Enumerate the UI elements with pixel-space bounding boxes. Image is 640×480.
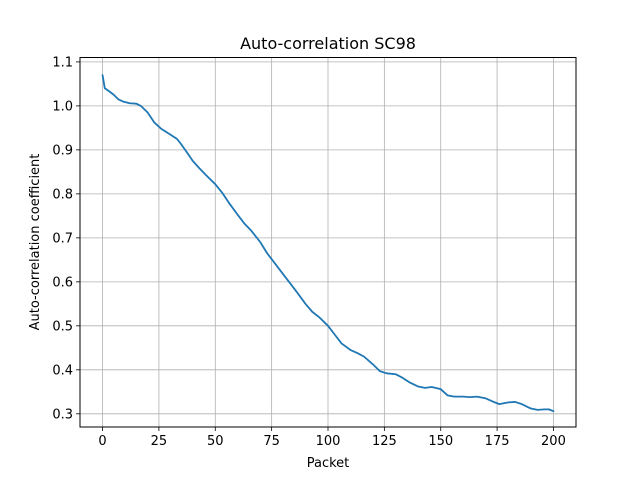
y-tick-label: 0.8 [52, 187, 73, 202]
series-layer [101, 74, 555, 413]
x-tick-label: 100 [316, 434, 341, 449]
y-tick-label: 1.0 [52, 99, 73, 114]
x-tick-label: 25 [151, 434, 168, 449]
series-line [101, 74, 555, 413]
y-tick-label: 0.6 [52, 275, 73, 290]
y-tick-label: 0.5 [52, 319, 73, 334]
x-tick-label: 175 [485, 434, 510, 449]
x-tick-label: 150 [428, 434, 453, 449]
x-axis-label: Packet [307, 456, 350, 471]
y-tick-label: 0.9 [52, 143, 73, 158]
grid-layer [80, 57, 576, 427]
y-tick-label: 0.7 [52, 231, 73, 246]
x-tick-label: 200 [541, 434, 566, 449]
y-tick-label: 0.4 [52, 363, 73, 378]
y-tick-label: 0.3 [52, 407, 73, 422]
y-tick-label: 1.1 [52, 55, 73, 70]
x-tick-label: 50 [207, 434, 224, 449]
chart-title: Auto-correlation SC98 [240, 34, 416, 53]
y-axis-label: Auto-correlation coefficient [28, 154, 43, 331]
x-tick-label: 0 [98, 434, 106, 449]
tick-layer: 0 25 50 75 100 125 150 175 200 0.3 0.4 0.5 0.6 0.7 0.8… [52, 55, 566, 449]
x-tick-label: 125 [372, 434, 397, 449]
x-tick-label: 75 [263, 434, 280, 449]
